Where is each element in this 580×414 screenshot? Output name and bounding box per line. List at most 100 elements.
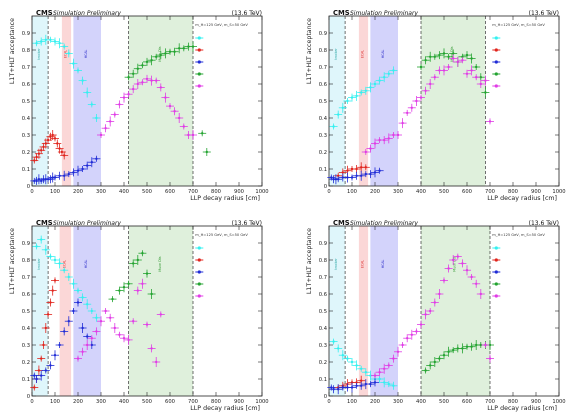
data-point <box>33 159 36 162</box>
x-tick-label: 800 <box>508 399 518 405</box>
data-point <box>433 360 436 364</box>
x-tick-label: 600 <box>462 189 472 195</box>
x-tick-label: 300 <box>393 399 403 405</box>
cms-label: CMS <box>333 219 350 227</box>
data-point <box>488 343 492 347</box>
x-tick-label: 700 <box>188 189 198 195</box>
data-point <box>364 382 367 386</box>
data-point <box>90 343 94 347</box>
data-point <box>49 364 52 367</box>
detector-band <box>59 226 72 396</box>
data-point <box>461 55 464 58</box>
y-tick-label: 0.6 <box>22 292 30 298</box>
data-point <box>37 178 41 181</box>
data-point <box>145 77 149 81</box>
y-tick-label: 0.9 <box>319 241 327 247</box>
x-tick-label: 0 <box>327 399 330 405</box>
data-point <box>452 258 455 262</box>
data-point <box>95 116 98 120</box>
data-point <box>182 47 185 50</box>
x-tick-label: 200 <box>73 399 83 405</box>
data-point <box>360 91 363 94</box>
data-point <box>42 145 45 149</box>
data-point <box>191 133 195 137</box>
y-tick-label: 0.5 <box>22 99 30 105</box>
preliminary-label: Simulation Preliminary <box>53 10 121 17</box>
data-point <box>470 69 473 72</box>
data-point <box>53 258 57 262</box>
y-tick-label: 0.3 <box>319 133 327 139</box>
x-axis-label: LLP decay radius [cm] <box>487 405 557 412</box>
data-point <box>104 127 107 130</box>
x-tick-label: 800 <box>211 189 221 195</box>
data-point <box>81 350 84 353</box>
x-tick-label: 100 <box>50 189 60 195</box>
data-point <box>62 45 66 48</box>
data-point <box>127 76 130 79</box>
data-point <box>465 269 469 272</box>
data-point <box>350 167 354 171</box>
data-point <box>429 364 432 367</box>
data-point <box>141 282 144 285</box>
data-point <box>173 50 176 53</box>
data-point <box>155 79 158 82</box>
x-tick-label: 1000 <box>255 189 268 195</box>
data-point <box>155 360 158 364</box>
data-point <box>396 350 400 353</box>
legend-marker <box>494 246 498 250</box>
data-point <box>429 82 432 86</box>
data-point <box>46 313 50 316</box>
data-point <box>81 167 84 171</box>
data-point <box>168 104 172 108</box>
data-point <box>378 377 381 381</box>
legend-marker <box>197 258 201 262</box>
data-point <box>53 137 57 140</box>
x-tick-label: 900 <box>234 399 244 405</box>
chart-panel-4: tracker ECAL HCAL Muon Dts 0 100 200 300 400 500 6… <box>306 219 566 412</box>
x-axis-label: LLP decay radius [cm] <box>487 195 557 202</box>
data-point <box>337 388 340 391</box>
data-point <box>58 343 61 347</box>
data-point <box>392 69 395 72</box>
data-point <box>109 120 112 123</box>
legend-marker <box>197 270 201 274</box>
data-point <box>99 133 103 137</box>
data-point <box>122 286 126 289</box>
detector-band <box>128 16 193 186</box>
data-point <box>479 76 482 79</box>
x-tick-label: 900 <box>531 189 541 195</box>
data-point <box>136 82 139 86</box>
legend-title: m_H=125 GeV, m_S=50 GeV <box>492 23 545 27</box>
data-point <box>53 354 57 357</box>
data-point <box>364 150 367 154</box>
data-point <box>155 55 158 58</box>
data-point <box>369 86 372 89</box>
data-point <box>90 309 94 313</box>
x-tick-label: 700 <box>485 399 495 405</box>
x-tick-label: 500 <box>142 189 152 195</box>
data-point <box>33 386 36 389</box>
data-point <box>438 53 441 57</box>
data-point <box>86 343 89 347</box>
data-point <box>392 133 395 137</box>
data-point <box>35 42 38 45</box>
legend-title: m_H=125 GeV, m_S=50 GeV <box>195 23 248 27</box>
data-point <box>150 79 153 82</box>
data-point <box>113 113 117 116</box>
data-point <box>406 337 409 340</box>
data-point <box>337 347 340 350</box>
y-tick-label: 0.7 <box>319 275 327 281</box>
data-point <box>72 309 75 313</box>
data-point <box>67 172 71 176</box>
detector-band <box>61 16 72 186</box>
energy-label: (13.6 TeV) <box>529 220 559 227</box>
x-tick-label: 700 <box>188 399 198 405</box>
data-point <box>392 384 395 387</box>
y-axis-label: L1T+HLT acceptance <box>9 228 16 294</box>
data-point <box>35 245 38 248</box>
detector-band <box>370 16 398 186</box>
y-tick-label: 0.5 <box>319 309 327 315</box>
data-point <box>424 89 427 93</box>
detector-band <box>358 16 369 186</box>
data-point <box>442 279 446 282</box>
